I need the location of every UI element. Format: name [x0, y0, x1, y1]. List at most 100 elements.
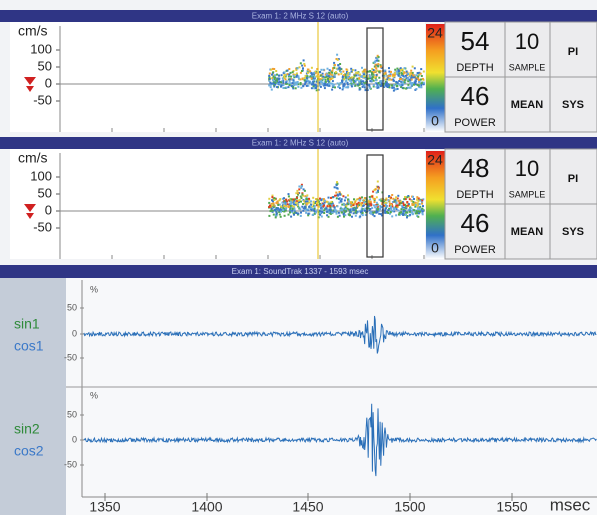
spectrum-dot	[396, 68, 398, 70]
spectrum-dot	[373, 71, 375, 73]
sample-value: 10	[515, 156, 539, 181]
spectrum-dot	[404, 72, 406, 74]
spectrum-dot	[345, 81, 347, 83]
mean-label: MEAN	[511, 99, 543, 111]
unit-label: %	[90, 284, 98, 294]
spectrum-dot	[389, 86, 391, 88]
spectrum-dot	[319, 71, 321, 73]
spectrum-dot	[298, 188, 300, 190]
spectrum-dot	[337, 59, 339, 61]
spectrum-dot	[340, 200, 342, 202]
spectrum-dot	[269, 82, 271, 84]
spectrum-dot	[288, 195, 290, 197]
scale-max: 24	[427, 25, 443, 41]
tcd-screen: Exam 1: 2 MHz S 12 (auto)cm/s100500-5024…	[0, 0, 597, 515]
spectrum-dot	[409, 214, 411, 216]
channel-label-area	[0, 278, 66, 515]
spectrum-dot	[422, 210, 424, 212]
spectrum-dot	[369, 87, 371, 89]
spectrum-dot	[416, 199, 418, 201]
spectrum-dot	[411, 204, 413, 206]
spectrum-dot	[327, 78, 329, 80]
soundtrak-plot	[66, 278, 597, 515]
cos-label: cos1	[14, 338, 44, 354]
spectrum-dot	[268, 198, 270, 200]
spectrum-dot	[396, 208, 398, 210]
spectrum-dot	[354, 69, 356, 71]
x-tick-label: 1350	[89, 499, 120, 515]
spectrum-dot	[362, 212, 364, 214]
spectrum-dot	[320, 199, 322, 201]
spectrum-dot	[379, 208, 381, 210]
spectrum-dot	[334, 208, 336, 210]
spectrum-dot	[357, 83, 359, 85]
spectrum-dot	[327, 68, 329, 70]
spectrum-dot	[419, 81, 421, 83]
spectrum-dot	[308, 69, 310, 71]
x-tick-label: 1450	[292, 499, 323, 515]
spectrum-dot	[359, 89, 361, 91]
spectrum-dot	[285, 82, 287, 84]
spectrum-dot	[301, 193, 303, 195]
spectrum-dot	[339, 87, 341, 89]
spectrum-dot	[388, 67, 390, 69]
spectrum-dot	[373, 80, 375, 82]
spectrum-dot	[384, 212, 386, 214]
spectrum-dot	[330, 201, 332, 203]
spectrum-dot	[278, 210, 280, 212]
spectrum-dot	[275, 216, 277, 218]
sample-label: SAMPLE	[509, 189, 546, 199]
spectrum-dot	[379, 199, 381, 201]
spectrum-dot	[295, 202, 297, 204]
scale-min: 0	[431, 240, 439, 256]
y-tick-label: 50	[67, 409, 77, 419]
spectrum-dot	[313, 203, 315, 205]
spectrum-dot	[311, 73, 313, 75]
spectrum-dot	[311, 84, 313, 86]
spectrum-dot	[281, 202, 283, 204]
spectrum-dot	[368, 84, 370, 86]
spectrum-dot	[404, 67, 406, 69]
spectrum-dot	[350, 202, 352, 204]
spectrum-dot	[283, 87, 285, 89]
spectrum-dot	[405, 75, 407, 77]
spectrum-dot	[375, 79, 377, 81]
spectrum-dot	[329, 69, 331, 71]
spectrum-dot	[341, 80, 343, 82]
spectrum-dot	[369, 196, 371, 198]
spectrum-dot	[320, 86, 322, 88]
spectrum-dot	[302, 67, 304, 69]
spectrum-dot	[327, 205, 329, 207]
spectrum-dot	[413, 209, 415, 211]
spectrum-dot	[284, 215, 286, 217]
spectrum-dot	[345, 208, 347, 210]
spectrum-dot	[338, 73, 340, 75]
spectrum-dot	[269, 205, 271, 207]
spectrum-dot	[347, 198, 349, 200]
spectrum-dot	[315, 87, 317, 89]
spectrum-dot	[404, 79, 406, 81]
spectrum-dot	[301, 70, 303, 72]
spectrum-dot	[412, 213, 414, 215]
spectrum-dot	[403, 210, 405, 212]
spectrum-dot	[332, 85, 334, 87]
spectrum-dot	[287, 203, 289, 205]
spectrum-dot	[337, 205, 339, 207]
spectrum-dot	[314, 76, 316, 78]
power-label: POWER	[454, 117, 496, 129]
spectrum-dot	[308, 198, 310, 200]
spectrum-dot	[306, 75, 308, 77]
spectrum-dot	[289, 211, 291, 213]
spectrum-dot	[341, 198, 343, 200]
spectrum-dot	[331, 89, 333, 91]
pi-label: PI	[568, 173, 578, 185]
spectrum-dot	[376, 212, 378, 214]
spectrum-dot	[404, 196, 406, 198]
spectrum-dot	[346, 205, 348, 207]
spectrum-dot	[414, 76, 416, 78]
cos-label: cos2	[14, 443, 44, 459]
spectrum-dot	[390, 206, 392, 208]
spectrum-dot	[385, 208, 387, 210]
spectrum-dot	[289, 84, 291, 86]
spectrum-dot	[288, 206, 290, 208]
